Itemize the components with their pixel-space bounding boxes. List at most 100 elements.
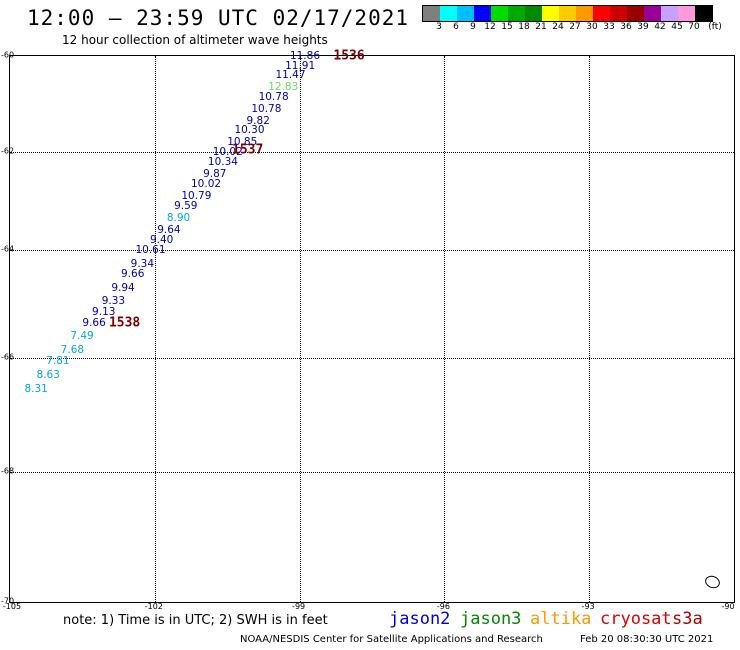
wave-height-value: 8.63 bbox=[36, 368, 60, 381]
scale-label: 9 bbox=[470, 22, 476, 32]
longitude-gridline bbox=[444, 56, 446, 602]
scale-label: 42 bbox=[654, 22, 666, 32]
scale-label: 36 bbox=[620, 22, 632, 32]
latitude-label: -60 bbox=[1, 50, 15, 60]
color-swatch bbox=[508, 6, 525, 21]
color-swatch bbox=[525, 6, 542, 21]
color-swatch bbox=[576, 6, 593, 21]
color-swatch bbox=[542, 6, 559, 21]
color-swatch bbox=[678, 6, 695, 21]
wave-height-value: 7.49 bbox=[70, 330, 94, 343]
color-swatch bbox=[695, 6, 712, 21]
scale-label: 27 bbox=[569, 22, 581, 32]
longitude-label: -102 bbox=[144, 602, 163, 611]
wave-height-value: 10.78 bbox=[258, 90, 289, 103]
longitude-label: -90 bbox=[721, 602, 735, 611]
wave-height-value: 9.66 bbox=[121, 268, 145, 281]
legend-jason3: jason3 bbox=[460, 609, 522, 629]
color-swatch bbox=[661, 6, 678, 21]
longitude-label: -93 bbox=[581, 602, 595, 611]
longitude-label: -96 bbox=[436, 602, 450, 611]
legend-s3a: s3a bbox=[672, 609, 703, 629]
latitude-gridline bbox=[10, 152, 734, 153]
scale-label: 18 bbox=[518, 22, 530, 32]
wave-height-value: 10.02 bbox=[212, 145, 243, 158]
scale-label: 24 bbox=[552, 22, 564, 32]
longitude-label: -105 bbox=[2, 602, 22, 611]
scale-label: 70 bbox=[688, 22, 700, 32]
legend-jason2: jason2 bbox=[389, 609, 451, 629]
latitude-label: -62 bbox=[1, 146, 15, 156]
wave-height-value: 9.33 bbox=[101, 295, 126, 308]
scale-label: 33 bbox=[603, 22, 615, 32]
wave-height-value: 10.79 bbox=[181, 189, 212, 202]
page-subtitle: 12 hour collection of altimeter wave hei… bbox=[62, 33, 328, 47]
scale-label: 6 bbox=[453, 22, 459, 32]
longitude-gridline bbox=[299, 56, 301, 602]
wave-height-value: 11.86 bbox=[289, 49, 320, 62]
latitude-gridline bbox=[10, 472, 734, 473]
wave-height-value: 9.34 bbox=[130, 257, 155, 270]
scale-label: 45 bbox=[671, 22, 683, 32]
latitude-label: -70 bbox=[1, 596, 15, 606]
longitude-gridline bbox=[589, 56, 591, 602]
wave-height-value: 9.13 bbox=[92, 305, 116, 318]
color-swatch bbox=[457, 6, 474, 21]
scale-label: 39 bbox=[637, 22, 649, 32]
wave-height-value: 8.90 bbox=[166, 211, 191, 224]
wave-height-value: 11.47 bbox=[275, 68, 306, 81]
pass-number-label: 1537 bbox=[232, 142, 264, 158]
color-swatch bbox=[610, 6, 627, 21]
scale-label: 30 bbox=[586, 22, 598, 32]
wave-height-value: 10.34 bbox=[207, 155, 238, 168]
color-swatch bbox=[644, 6, 661, 21]
wave-height-value: 10.85 bbox=[227, 136, 258, 149]
legend-cryosat: cryosat bbox=[600, 609, 672, 629]
latitude-label: -68 bbox=[1, 466, 15, 476]
color-swatch bbox=[559, 6, 576, 21]
wave-height-value: 9.66 bbox=[82, 316, 106, 329]
scale-label: 12 bbox=[484, 22, 496, 32]
wave-height-value: 12.83 bbox=[268, 80, 299, 93]
island-outline bbox=[703, 573, 722, 591]
wave-height-value: 10.30 bbox=[234, 124, 265, 137]
map-plot-area: 11.86 11.91 11.47 12.83 10.78 10.78 9.82 10.30 1… bbox=[9, 49, 735, 603]
scale-unit: (ft) bbox=[708, 22, 722, 32]
latitude-gridline bbox=[10, 358, 734, 359]
color-swatch bbox=[474, 6, 491, 21]
color-swatch bbox=[440, 6, 457, 21]
wave-height-value: 10.02 bbox=[191, 177, 222, 190]
wave-height-value: 10.78 bbox=[251, 102, 282, 115]
color-swatch bbox=[627, 6, 644, 21]
wave-height-value: 9.40 bbox=[149, 233, 174, 246]
wave-height-value: 9.94 bbox=[111, 281, 135, 294]
latitude-label: -66 bbox=[1, 352, 15, 362]
footer-credit: NOAA/NESDIS Center for Satellite Applica… bbox=[240, 634, 543, 645]
wave-height-value: 7.81 bbox=[46, 354, 70, 367]
scale-label: 21 bbox=[535, 22, 547, 32]
wave-height-value: 9.87 bbox=[203, 167, 227, 180]
footer-timestamp: Feb 20 08:30:30 UTC 2021 bbox=[580, 634, 714, 645]
legend-altika: altika bbox=[530, 609, 592, 629]
longitude-label: -99 bbox=[292, 602, 306, 611]
color-swatch bbox=[491, 6, 508, 21]
wave-height-value: 9.64 bbox=[157, 224, 181, 237]
pass-number-label: 1536 bbox=[333, 48, 365, 64]
wave-height-value: 9.82 bbox=[246, 114, 270, 127]
scale-label: 3 bbox=[436, 22, 442, 32]
scale-label: 15 bbox=[501, 22, 513, 32]
wave-height-color-scale bbox=[422, 5, 713, 22]
wave-height-value: 10.61 bbox=[135, 243, 166, 256]
wave-height-value: 8.31 bbox=[24, 383, 48, 396]
wave-height-value: 7.68 bbox=[60, 343, 85, 356]
color-swatch bbox=[593, 6, 610, 21]
page-title: 12:00 – 23:59 UTC 02/17/2021 bbox=[27, 6, 410, 30]
pass-number-label: 1538 bbox=[108, 315, 141, 331]
longitude-gridline bbox=[154, 56, 156, 602]
note-text: note: 1) Time is in UTC; 2) SWH is in fe… bbox=[63, 613, 328, 628]
latitude-label: -64 bbox=[1, 244, 15, 254]
wave-height-value: 9.59 bbox=[174, 199, 198, 212]
wave-height-value: 11.91 bbox=[285, 59, 316, 72]
latitude-gridline bbox=[10, 250, 734, 251]
color-swatch bbox=[423, 6, 440, 21]
